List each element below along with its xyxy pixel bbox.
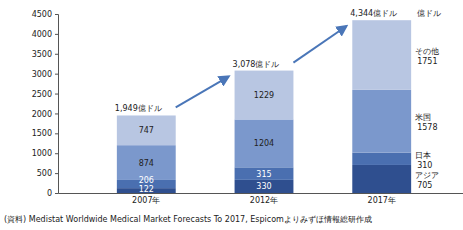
tick-mark: [55, 193, 58, 194]
chart: 0 500 1000 1500 2000 2500 3000 3500 4000 4500 2007…: [0, 0, 463, 230]
arrows: [176, 26, 347, 107]
bar-segment: [352, 165, 411, 193]
bar-segment: [352, 153, 411, 165]
y-axis: 0 500 1000 1500 2000 2500 3000 3500 4000 4500: [32, 10, 59, 198]
tick: 3000: [32, 70, 58, 79]
source: (資料) Medistat Worldwide Medical Market F…: [4, 215, 372, 224]
series-label: 日本: [415, 151, 431, 160]
data-label: 1204: [254, 139, 274, 148]
tick-label: 3500: [32, 50, 52, 59]
axis-line: [55, 15, 59, 194]
total-label: 1,949億ドル: [115, 104, 162, 113]
tick-label: 4000: [32, 30, 52, 39]
series-label: 米国: [415, 113, 431, 122]
data-label: 315: [256, 170, 271, 179]
tick-mark: [55, 14, 58, 15]
arrow: [176, 77, 229, 108]
data-label: 705: [417, 181, 432, 190]
tick-label: 4500: [32, 10, 52, 19]
bar-segment: [235, 119, 294, 167]
tick-mark: [55, 54, 58, 55]
tick-mark: [55, 173, 58, 174]
tick: 4000: [32, 30, 58, 39]
tick-label: 2017年: [368, 196, 396, 205]
tick: 1500: [32, 129, 58, 138]
data-label: 874: [139, 159, 154, 168]
tick: 2012年: [250, 193, 278, 205]
bar-segment: [352, 20, 411, 90]
tick-label: 500: [37, 169, 52, 178]
tick: 500: [37, 169, 58, 178]
tick-label: 3000: [32, 70, 52, 79]
tick: 2000: [32, 110, 58, 119]
tick-mark: [55, 153, 58, 154]
tick-mark: [55, 94, 58, 95]
tick: 4500: [32, 10, 58, 19]
tick-label: 1000: [32, 149, 52, 158]
tick-mark: [55, 74, 58, 75]
bar-segment: [117, 115, 176, 145]
bar-segment: [235, 71, 294, 120]
unit-label: 億ドル: [417, 9, 441, 18]
totals: 1,949億ドル 3,078億ドル 4,344億ドル: [115, 9, 397, 113]
data-label: 310: [417, 161, 432, 170]
tick-label: 2500: [32, 90, 52, 99]
total-label: 4,344億ドル: [350, 9, 397, 18]
tick-label: 2012年: [250, 196, 278, 205]
tick: 2500: [32, 90, 58, 99]
data-label: 747: [139, 126, 154, 135]
bar-segment: [117, 145, 176, 180]
tick: 0: [47, 189, 58, 198]
data-label: 1751: [417, 57, 437, 66]
axis-line: [59, 193, 463, 194]
arrow: [293, 26, 346, 62]
bar-segment: [352, 90, 411, 153]
data-labels: 12220687474733031512041229アジア705日本310米国1…: [139, 47, 439, 194]
tick: 2017年: [368, 193, 396, 205]
tick-label: 0: [47, 189, 52, 198]
tick-mark: [55, 133, 58, 134]
series-label: アジア: [415, 171, 439, 180]
data-label: 330: [256, 182, 271, 191]
data-label: 206: [139, 176, 154, 185]
bar-segment: [235, 180, 294, 193]
tick-label: 2007年: [132, 196, 160, 205]
tick-mark: [55, 34, 58, 35]
tick: 2007年: [132, 193, 160, 205]
data-label: 122: [139, 185, 154, 194]
tick-label: 2000: [32, 110, 52, 119]
tick-label: 1500: [32, 129, 52, 138]
tick-mark: [55, 113, 58, 114]
series-label: その他: [415, 47, 439, 56]
x-axis: 2007年 2012年 2017年: [59, 193, 463, 205]
bar-segment: [235, 167, 294, 180]
tick: 1000: [32, 149, 58, 158]
data-label: 1578: [417, 123, 437, 132]
total-label: 3,078億ドル: [233, 60, 280, 69]
tick: 3500: [32, 50, 58, 59]
data-label: 1229: [254, 91, 274, 100]
